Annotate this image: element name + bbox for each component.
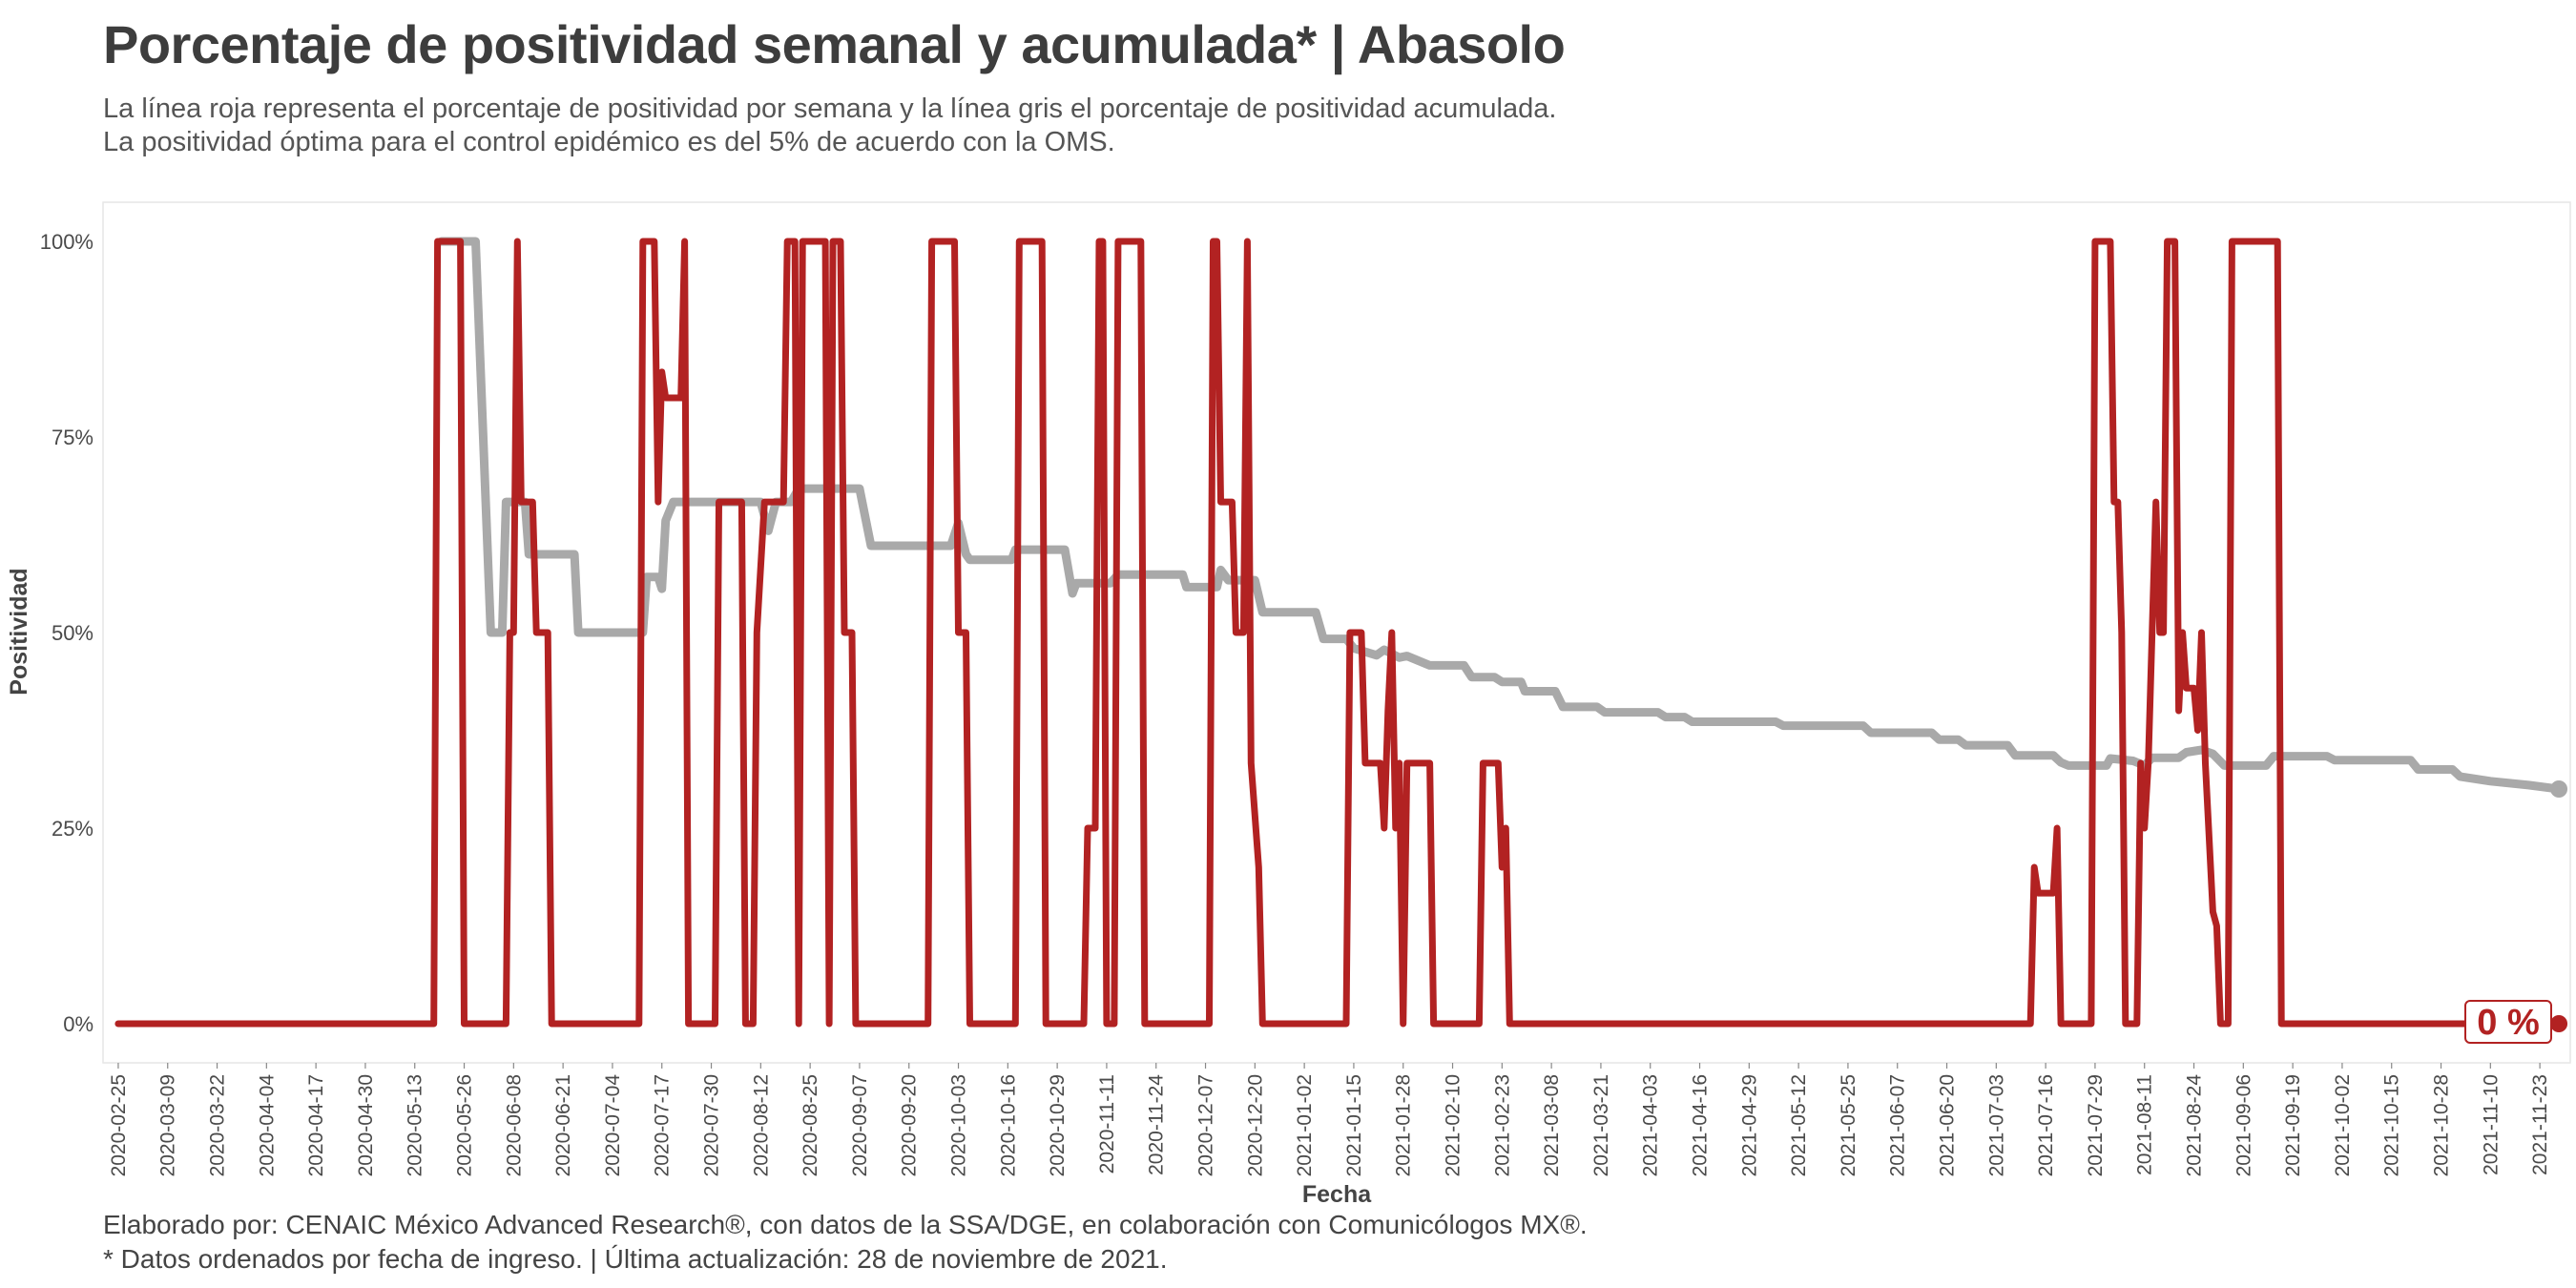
x-axis: 2020-02-25 2020-03-09 2020-03-22 2020-04-04… [108,1063,2551,1176]
x-tick-label: 2020-05-13 [405,1074,426,1176]
x-tick-label: 2021-04-29 [1738,1074,1760,1176]
x-tick-label: 2020-09-20 [899,1074,921,1176]
x-tick-label: 2020-07-30 [701,1074,723,1176]
x-tick-label: 2021-04-16 [1690,1074,1712,1176]
x-tick-label: 2021-07-03 [1985,1074,2007,1176]
x-tick-label: 2021-09-06 [2233,1074,2254,1176]
x-tick-label: 2021-01-28 [1393,1074,1415,1176]
y-tick-label: 100% [40,230,93,254]
series-layer [114,237,2568,1032]
y-tick-label: 25% [52,817,93,841]
y-tick-label: 0% [63,1012,93,1036]
plot-panel-border [102,201,2571,1064]
x-tick-label: 2021-02-23 [1491,1074,1513,1176]
x-tick-label: 2020-03-09 [157,1074,179,1176]
x-tick-label: 2021-01-02 [1294,1074,1316,1176]
end-value-label-text: 0 % [2477,1003,2539,1043]
x-tick-label: 2020-04-30 [355,1074,377,1176]
x-tick-label: 2021-06-07 [1887,1074,1909,1176]
x-tick-label: 2021-02-10 [1443,1074,1465,1176]
x-tick-label: 2020-10-03 [948,1074,970,1176]
x-tick-label: 2020-09-07 [849,1074,871,1176]
x-tick-label: 2021-09-19 [2282,1074,2304,1176]
x-tick-label: 2020-03-22 [207,1074,229,1176]
x-tick-label: 2021-10-02 [2332,1074,2354,1176]
x-tick-label: 2021-08-24 [2184,1074,2206,1177]
x-tick-label: 2020-08-12 [750,1074,772,1176]
chart-subtitle-line-2: La positividad óptima para el control ep… [103,127,1115,157]
x-tick-label: 2021-03-21 [1590,1074,1612,1176]
x-tick-label: 2021-04-03 [1640,1074,1662,1176]
cumulative-end-point [2550,780,2568,798]
x-tick-label: 2020-08-25 [800,1074,821,1176]
x-tick-label: 2021-06-20 [1937,1074,1959,1176]
x-tick-label: 2020-02-25 [108,1074,130,1176]
x-tick-label: 2020-10-29 [1047,1074,1069,1176]
y-tick-label: 50% [52,621,93,645]
x-tick-label: 2021-05-25 [1838,1074,1859,1176]
x-tick-label: 2020-07-17 [652,1074,674,1176]
x-tick-label: 2020-07-04 [602,1074,624,1177]
caption-source: Elaborado por: CENAIC México Advanced Re… [103,1210,1588,1239]
weekly-positivity-line [114,238,2563,1028]
x-tick-label: 2020-04-17 [305,1074,327,1176]
caption-note: * Datos ordenados por fecha de ingreso. … [103,1244,1168,1274]
x-tick-label: 2021-11-23 [2529,1074,2551,1175]
x-tick-label: 2020-05-26 [454,1074,476,1176]
weekly-end-point [2550,1015,2568,1032]
x-tick-label: 2020-04-04 [256,1074,278,1177]
x-tick-label: 2020-06-08 [503,1074,525,1176]
y-axis: 0% 25% 50% 75% 100% [40,230,93,1036]
x-tick-label: 2021-05-12 [1788,1074,1810,1176]
y-tick-label: 75% [52,426,93,449]
x-tick-label: 2021-10-15 [2381,1074,2403,1176]
x-tick-label: 2021-08-11 [2134,1074,2156,1175]
x-tick-label: 2021-11-10 [2480,1074,2502,1175]
x-tick-label: 2021-10-28 [2431,1074,2453,1176]
end-value-label: 0 % [2464,1000,2552,1044]
x-tick-label: 2020-11-24 [1146,1074,1168,1175]
end-value-label-box [2464,1000,2552,1044]
x-tick-label: 2020-12-20 [1244,1074,1266,1176]
chart-title: Porcentaje de positividad semanal y acum… [103,14,1566,74]
chart-subtitle-line-1: La línea roja representa el porcentaje d… [103,93,1557,124]
x-tick-label: 2021-07-16 [2035,1074,2057,1176]
x-tick-label: 2020-10-16 [997,1074,1019,1176]
x-tick-label: 2021-07-29 [2085,1074,2107,1176]
x-axis-title: Fecha [1302,1181,1372,1208]
x-tick-label: 2020-12-07 [1195,1074,1217,1176]
x-tick-label: 2021-03-08 [1541,1074,1563,1176]
x-tick-label: 2020-06-21 [552,1074,574,1176]
x-tick-label: 2021-01-15 [1343,1074,1365,1176]
cumulative-positivity-line [437,237,2564,794]
y-axis-title: Positividad [6,568,32,695]
x-tick-label: 2020-11-11 [1096,1074,1118,1174]
